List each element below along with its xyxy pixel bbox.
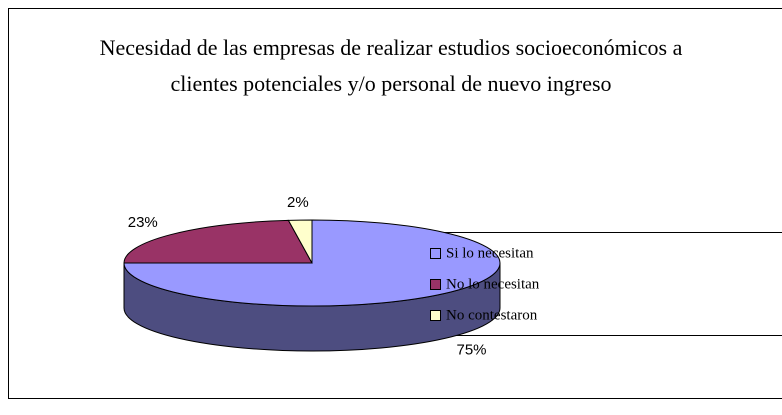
legend-label: Si lo necesitan — [446, 245, 534, 261]
chart-title: Necesidad de las empresas de realizar es… — [99, 35, 683, 96]
legend-label: No lo necesitan — [446, 276, 540, 292]
pie-slice — [123, 219, 313, 264]
legend-swatch — [430, 248, 441, 259]
data-label: 75% — [457, 342, 487, 359]
legend-swatch — [430, 279, 441, 290]
pie-slice — [287, 219, 313, 264]
data-label: 23% — [128, 214, 158, 231]
data-label: 2% — [287, 194, 309, 211]
legend-swatch — [430, 310, 441, 321]
legend-label: No contestaron — [446, 307, 538, 323]
